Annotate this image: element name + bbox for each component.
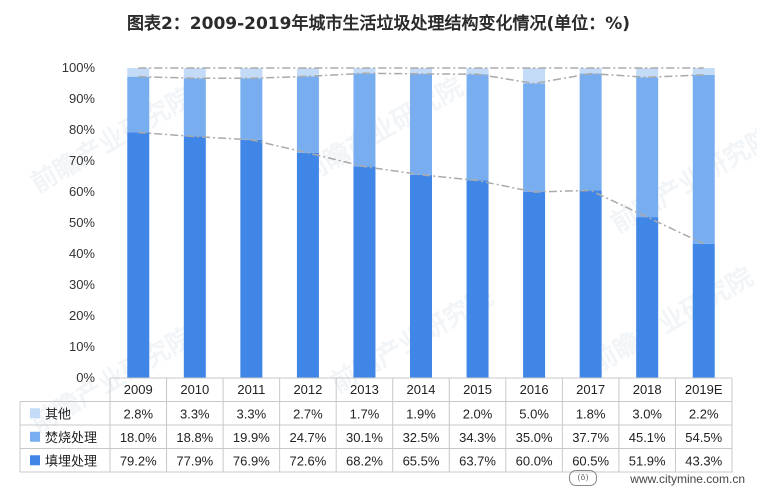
bar-landfill <box>523 192 546 378</box>
data-label-other: 3.3% <box>237 406 267 421</box>
y-tick-label: 100% <box>62 60 96 75</box>
bar-landfill <box>240 139 263 378</box>
bar-incineration <box>410 73 432 175</box>
bar-incineration <box>579 73 602 191</box>
chart-title: 图表2：2009-2019年城市生活垃圾处理结构变化情况(单位：%) <box>126 14 631 34</box>
bar-landfill <box>636 217 659 378</box>
bar-landfill <box>183 136 206 378</box>
bar-landfill <box>296 152 319 378</box>
data-label-incineration: 18.0% <box>120 430 157 445</box>
source-url: www.citymine.com.cn <box>630 472 745 486</box>
data-label-landfill: 60.0% <box>516 453 553 468</box>
data-label-incineration: 30.1% <box>346 430 383 445</box>
legend-swatch-other <box>30 408 40 419</box>
data-label-incineration: 37.7% <box>572 430 609 445</box>
data-label-other: 3.3% <box>180 406 210 421</box>
legend-swatch-landfill <box>30 455 40 466</box>
bar-incineration <box>636 77 659 218</box>
x-tick-label: 2014 <box>407 382 436 397</box>
data-label-incineration: 34.3% <box>459 430 496 445</box>
bar-other <box>240 68 263 79</box>
data-label-landfill: 79.2% <box>120 453 157 468</box>
x-tick-label: 2010 <box>180 382 209 397</box>
data-label-incineration: 54.5% <box>685 430 722 445</box>
data-label-landfill: 60.5% <box>572 453 609 468</box>
data-label-landfill: 72.6% <box>289 453 326 468</box>
legend-label-incineration: 焚烧处理 <box>45 431 97 446</box>
x-tick-label: 2012 <box>293 382 322 397</box>
bar-incineration <box>353 73 376 167</box>
bar-other <box>466 68 489 75</box>
data-label-landfill: 77.9% <box>176 453 213 468</box>
data-label-landfill: 68.2% <box>346 453 383 468</box>
bar-other <box>636 68 659 78</box>
bar-landfill <box>579 190 602 378</box>
data-label-other: 3.0% <box>632 406 662 421</box>
bar-other <box>127 68 150 77</box>
x-tick-label: 2013 <box>350 382 379 397</box>
data-label-landfill: 76.9% <box>233 453 270 468</box>
data-label-incineration: 18.8% <box>176 430 213 445</box>
x-tick-label: 2015 <box>463 382 492 397</box>
y-tick-label: 0% <box>76 370 95 385</box>
bar-other <box>692 68 715 75</box>
bar-other <box>523 68 546 84</box>
bar-other <box>579 68 602 74</box>
x-tick-label: 2009 <box>124 382 153 397</box>
bar-landfill <box>127 132 150 378</box>
source-logo-icon: (ō) <box>569 470 597 486</box>
data-label-other: 2.2% <box>689 406 719 421</box>
data-label-other: 1.8% <box>576 406 606 421</box>
data-label-landfill: 43.3% <box>685 453 722 468</box>
bar-other <box>353 68 376 74</box>
data-label-incineration: 45.1% <box>629 430 666 445</box>
bar-landfill <box>410 174 432 378</box>
y-tick-label: 40% <box>69 246 95 261</box>
data-label-other: 2.7% <box>293 406 323 421</box>
bar-other <box>410 68 432 74</box>
bar-incineration <box>466 74 489 181</box>
data-label-other: 1.9% <box>406 406 436 421</box>
x-tick-label: 2011 <box>237 382 265 397</box>
bar-incineration <box>183 78 206 137</box>
y-tick-label: 30% <box>69 277 95 292</box>
bar-incineration <box>127 76 150 133</box>
data-label-landfill: 65.5% <box>403 453 440 468</box>
legend-swatch-incineration <box>30 431 40 442</box>
data-label-incineration: 35.0% <box>516 430 553 445</box>
y-tick-label: 60% <box>69 184 95 199</box>
bar-landfill <box>353 166 376 378</box>
y-tick-label: 70% <box>69 153 95 168</box>
x-tick-label: 2019E <box>685 382 723 397</box>
x-tick-label: 2018 <box>633 382 662 397</box>
y-tick-label: 10% <box>69 339 95 354</box>
bar-incineration <box>523 83 546 192</box>
x-tick-label: 2016 <box>520 382 549 397</box>
y-tick-label: 50% <box>69 215 95 230</box>
data-label-other: 2.0% <box>463 406 493 421</box>
legend-label-landfill: 填埋处理 <box>45 454 97 469</box>
data-label-incineration: 19.9% <box>233 430 270 445</box>
bar-other <box>296 68 319 77</box>
bar-other <box>183 68 206 79</box>
y-tick-label: 90% <box>69 91 95 106</box>
bar-landfill <box>466 180 489 378</box>
legend-label-other: 其他 <box>45 407 71 422</box>
bar-incineration <box>240 78 263 140</box>
data-label-other: 5.0% <box>519 406 549 421</box>
bar-landfill <box>692 243 715 378</box>
data-label-incineration: 32.5% <box>403 430 440 445</box>
data-label-landfill: 63.7% <box>459 453 496 468</box>
data-label-landfill: 51.9% <box>629 453 666 468</box>
bar-incineration <box>692 74 715 244</box>
data-label-incineration: 24.7% <box>289 430 326 445</box>
data-label-other: 1.7% <box>350 406 380 421</box>
y-tick-label: 80% <box>69 122 95 137</box>
data-label-other: 2.8% <box>123 406 153 421</box>
y-tick-label: 20% <box>69 308 95 323</box>
x-tick-label: 2017 <box>576 382 605 397</box>
bar-incineration <box>296 76 319 153</box>
